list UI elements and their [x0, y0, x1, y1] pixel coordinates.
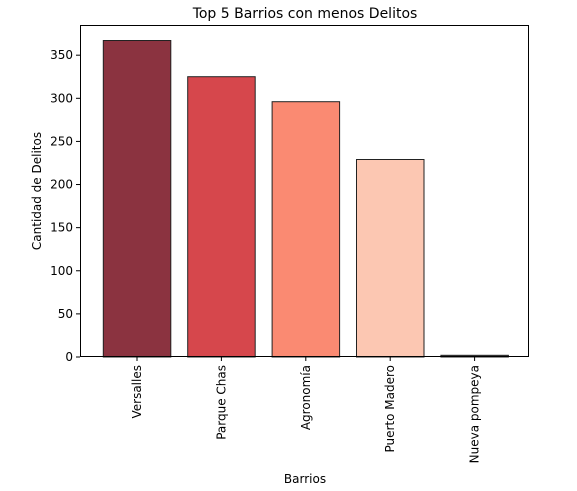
bar-versalles [102, 40, 172, 358]
x-tick-label: Parque Chas [214, 365, 228, 440]
bar-parque-chas [187, 76, 256, 358]
plot-frame [80, 25, 529, 357]
bar-agronom-a [271, 101, 341, 358]
y-tick-label: 150 [50, 221, 73, 235]
y-tick-label: 350 [50, 48, 73, 62]
x-tick-label: Puerto Madero [383, 365, 397, 453]
x-ticks-layer: Versalles Parque Chas Agronomía Puerto Made… [130, 357, 482, 463]
y-tick-label: 100 [50, 264, 73, 278]
y-tick-label: 250 [50, 134, 73, 148]
chart-title: Top 5 Barrios con menos Delitos [192, 6, 418, 22]
y-tick-label: 200 [50, 178, 73, 192]
x-tick-label: Agronomía [299, 365, 313, 430]
y-tick-label: 0 [65, 350, 73, 364]
y-ticks-layer: 0 50 100 150 200 250 300 350 [50, 48, 80, 364]
bar-puerto-madero [356, 159, 425, 358]
x-tick-label: Versalles [130, 365, 144, 419]
y-tick-label: 300 [50, 91, 73, 105]
y-axis-label: Cantidad de Delitos [30, 132, 44, 250]
x-axis-label: Barrios [284, 472, 326, 486]
bars-layer [102, 40, 509, 358]
y-tick-label: 50 [58, 307, 73, 321]
x-tick-label: Nueva pompeya [468, 365, 482, 463]
